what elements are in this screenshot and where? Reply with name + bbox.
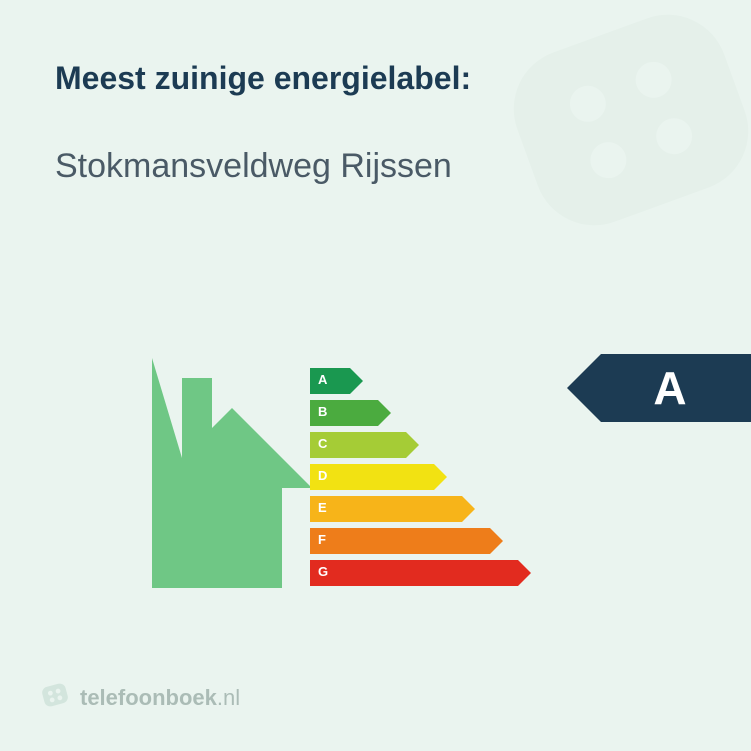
energy-bar-e: E: [310, 496, 531, 522]
energy-bar-label: E: [318, 500, 327, 515]
energy-bar-g: G: [310, 560, 531, 586]
energy-bar-b: B: [310, 400, 531, 426]
brand-text: telefoonboek.nl: [80, 685, 240, 711]
energy-bar-label: F: [318, 532, 326, 547]
energy-bar-f: F: [310, 528, 531, 554]
energy-bar-c: C: [310, 432, 531, 458]
energy-bar-label: B: [318, 404, 327, 419]
footer-brand: telefoonboek.nl: [40, 680, 240, 715]
energy-bars: A B C D E F G: [310, 368, 531, 592]
energy-bar-label: A: [318, 372, 327, 387]
brand-name-bold: telefoonboek: [80, 685, 217, 710]
energy-label-chart: A B C D E F G A: [0, 330, 751, 630]
energy-bar-label: G: [318, 564, 328, 579]
energy-bar-a: A: [310, 368, 531, 394]
energy-bar-label: C: [318, 436, 327, 451]
brand-name-thin: .nl: [217, 685, 240, 710]
energy-bar-label: D: [318, 468, 327, 483]
location-subtitle: Stokmansveldweg Rijssen: [55, 147, 696, 186]
rating-indicator: A: [567, 354, 751, 422]
page-title: Meest zuinige energielabel:: [55, 60, 696, 97]
energy-bar-d: D: [310, 464, 531, 490]
indicator-arrow: [567, 354, 601, 422]
brand-icon: [40, 680, 70, 715]
indicator-letter: A: [601, 354, 751, 422]
house-icon: [152, 358, 312, 593]
